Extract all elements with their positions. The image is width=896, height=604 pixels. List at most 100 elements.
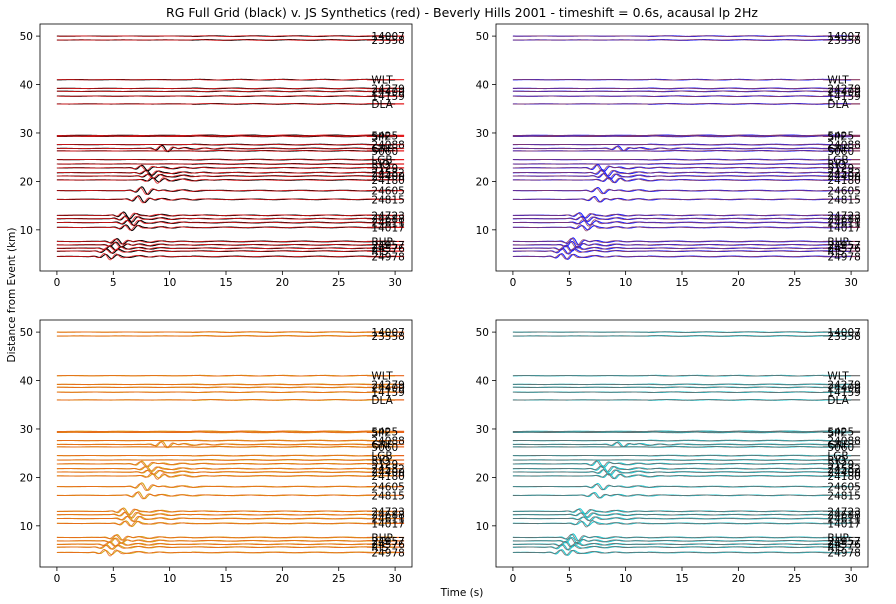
synthetic-trace — [512, 399, 852, 401]
x-tick: 5 — [566, 567, 573, 585]
x-tick-label: 0 — [54, 573, 61, 585]
synthetic-trace — [512, 335, 852, 337]
synthetic-trace — [512, 492, 852, 499]
y-axis-label: Distance from Event (km) — [6, 228, 18, 363]
synthetic-trace — [512, 134, 852, 137]
station-label: 23558 — [827, 331, 860, 343]
station-label: 24815 — [371, 194, 404, 206]
synthetic-trace — [512, 483, 852, 491]
y-tick: 40 — [20, 376, 40, 388]
synthetic-trace — [512, 39, 852, 41]
x-tick: 20 — [732, 271, 745, 289]
synthetic-trace — [512, 508, 852, 515]
synthetic-trace — [56, 508, 396, 516]
synthetic-trace — [56, 515, 396, 522]
x-tick: 30 — [388, 567, 402, 585]
station-label: 24088 — [371, 436, 404, 448]
x-tick-label: 15 — [219, 277, 232, 289]
synthetic-trace — [56, 459, 396, 461]
station-label: 24400 — [371, 171, 404, 183]
synthetic-trace — [512, 253, 852, 260]
synthetic-trace — [512, 164, 852, 172]
synthetic-trace — [56, 170, 396, 176]
synthetic-trace — [56, 150, 396, 152]
synthetic-trace — [512, 446, 852, 448]
synthetic-trace — [512, 237, 852, 246]
synthetic-trace — [56, 431, 396, 434]
station-label: GRF — [827, 439, 848, 451]
station-label: LGB — [371, 451, 392, 463]
synthetic-trace — [512, 212, 852, 219]
synthetic-trace — [512, 219, 852, 227]
synthetic-trace — [512, 459, 852, 461]
station-label: 5129 — [371, 459, 398, 471]
x-tick: 30 — [388, 271, 402, 289]
station-label: GRF — [371, 439, 392, 451]
synthetic-trace — [512, 544, 852, 551]
y-tick: 30 — [476, 128, 496, 140]
synthetic-trace — [512, 391, 852, 393]
traces — [56, 331, 405, 557]
station-label: SPF — [371, 427, 390, 439]
station-label: 23558 — [827, 35, 860, 47]
y-tick-label: 50 — [476, 327, 489, 339]
station-label: 24400 — [827, 171, 860, 183]
y-tick-label: 10 — [20, 225, 33, 237]
station-label: BHP — [371, 236, 392, 248]
synthetic-trace — [56, 386, 396, 389]
figure-title: RG Full Grid (black) v. JS Synthetics (r… — [166, 5, 758, 20]
synthetic-trace — [56, 224, 396, 231]
x-tick: 20 — [276, 567, 289, 585]
station-label: 24611 — [827, 514, 860, 526]
synthetic-trace — [56, 541, 396, 547]
synthetic-trace — [56, 215, 396, 223]
x-tick-label: 25 — [332, 277, 345, 289]
synthetic-trace — [512, 331, 852, 333]
station-label: 14007 — [371, 327, 404, 339]
y-tick-label: 20 — [20, 176, 33, 188]
y-tick-label: 40 — [20, 376, 33, 388]
station-label: 14017 — [827, 518, 860, 530]
y-tick: 50 — [476, 31, 496, 43]
y-tick-label: 40 — [476, 80, 489, 92]
y-tick: 30 — [20, 128, 40, 140]
station-label: 24605 — [371, 186, 404, 198]
station-label: 24688 — [827, 510, 860, 522]
station-label: 24576 — [827, 243, 861, 255]
station-label: 5425 — [371, 426, 398, 438]
station-label: 24723 — [827, 210, 860, 222]
synthetic-trace — [56, 158, 396, 161]
x-tick: 0 — [54, 271, 60, 289]
x-tick-label: 10 — [163, 277, 176, 289]
synthetic-trace — [512, 248, 852, 255]
x-axis-label: Time (s) — [440, 587, 484, 599]
x-tick-label: 5 — [566, 573, 573, 585]
synthetic-trace — [56, 35, 396, 37]
station-label: 24576 — [371, 539, 405, 551]
synthetic-trace — [512, 473, 852, 479]
synthetic-trace — [56, 472, 396, 480]
station-label: 24400 — [371, 86, 404, 98]
y-tick: 20 — [20, 176, 40, 188]
y-tick-label: 40 — [20, 80, 33, 92]
synthetic-trace — [56, 430, 396, 433]
station-label: 5129 — [827, 459, 854, 471]
y-tick-label: 20 — [476, 472, 489, 484]
station-label: RIS — [827, 246, 844, 258]
x-tick: 20 — [732, 567, 745, 585]
synthetic-trace — [56, 143, 396, 146]
y-tick-label: 10 — [20, 521, 33, 533]
x-tick-label: 20 — [732, 573, 745, 585]
traces — [512, 35, 861, 260]
traces — [56, 35, 405, 261]
station-label: 5425 — [827, 130, 854, 142]
synthetic-trace — [56, 331, 396, 333]
station-label: 24957 — [827, 536, 860, 548]
synthetic-trace — [56, 534, 396, 541]
y-tick: 20 — [20, 472, 40, 484]
station-label: 24605 — [827, 482, 860, 494]
synthetic-trace — [512, 245, 852, 252]
x-tick: 25 — [332, 567, 345, 585]
station-label: 14159 — [371, 387, 404, 399]
synthetic-trace — [512, 163, 852, 165]
